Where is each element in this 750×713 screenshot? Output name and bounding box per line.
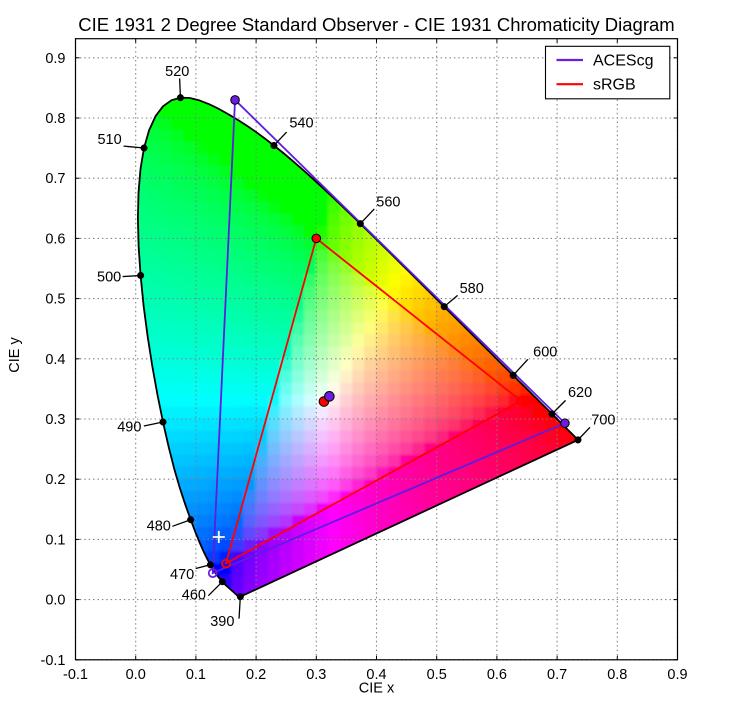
svg-text:0.8: 0.8 <box>607 667 627 683</box>
svg-text:500: 500 <box>97 270 121 286</box>
svg-text:480: 480 <box>147 519 171 535</box>
svg-text:CIE 1931 2 Degree Standard Obs: CIE 1931 2 Degree Standard Observer - CI… <box>78 14 674 35</box>
svg-text:0.1: 0.1 <box>186 667 206 683</box>
svg-text:0.3: 0.3 <box>45 412 65 428</box>
svg-text:390: 390 <box>210 614 234 630</box>
svg-text:0.5: 0.5 <box>427 667 447 683</box>
svg-text:510: 510 <box>97 132 121 148</box>
svg-text:CIE x: CIE x <box>359 681 395 697</box>
svg-text:CIE y: CIE y <box>7 337 23 373</box>
svg-text:520: 520 <box>165 64 189 80</box>
svg-text:0.7: 0.7 <box>547 667 567 683</box>
svg-text:0.1: 0.1 <box>45 532 65 548</box>
svg-text:0.0: 0.0 <box>45 593 65 609</box>
svg-text:0.8: 0.8 <box>45 111 65 127</box>
svg-text:0.4: 0.4 <box>45 352 65 368</box>
svg-text:540: 540 <box>289 116 313 132</box>
svg-text:580: 580 <box>460 281 484 297</box>
svg-text:0.2: 0.2 <box>246 667 266 683</box>
svg-text:600: 600 <box>533 345 557 361</box>
svg-text:sRGB: sRGB <box>593 77 636 94</box>
svg-text:-0.1: -0.1 <box>63 667 88 683</box>
svg-text:0.6: 0.6 <box>487 667 507 683</box>
svg-text:0.6: 0.6 <box>45 231 65 247</box>
svg-text:0.5: 0.5 <box>45 292 65 308</box>
svg-text:0.7: 0.7 <box>45 171 65 187</box>
svg-text:0.9: 0.9 <box>667 667 687 683</box>
svg-text:490: 490 <box>117 420 141 436</box>
svg-text:0.0: 0.0 <box>126 667 146 683</box>
svg-text:0.9: 0.9 <box>45 51 65 67</box>
svg-text:620: 620 <box>568 385 592 401</box>
svg-text:-0.1: -0.1 <box>41 653 66 669</box>
svg-text:ACEScg: ACEScg <box>593 53 653 70</box>
svg-text:560: 560 <box>376 194 400 210</box>
svg-text:460: 460 <box>182 588 206 604</box>
svg-text:470: 470 <box>170 567 194 583</box>
svg-text:0.3: 0.3 <box>306 667 326 683</box>
svg-text:0.2: 0.2 <box>45 472 65 488</box>
svg-text:700: 700 <box>591 413 615 429</box>
